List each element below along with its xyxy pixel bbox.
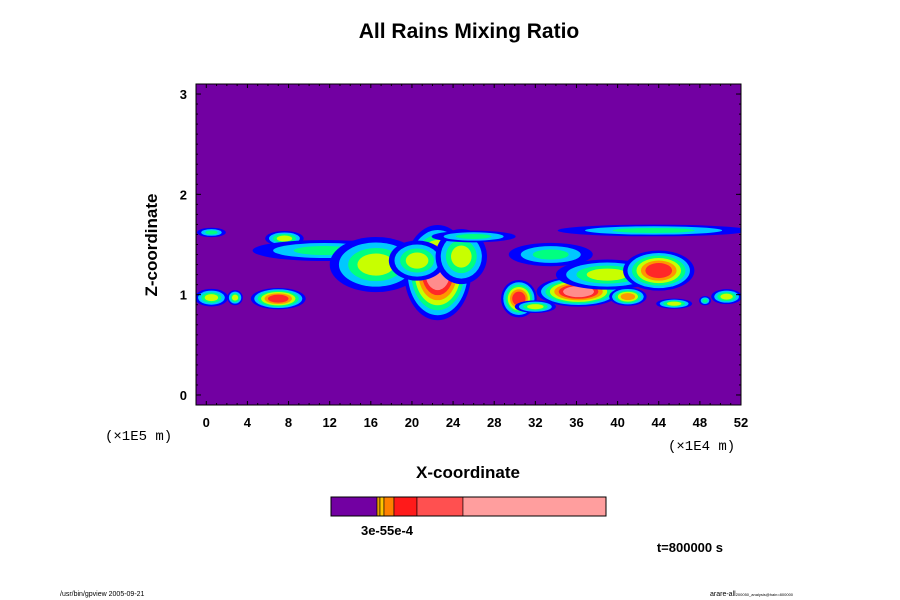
y-tick-label: 2 [180,187,187,202]
x-tick-label: 36 [569,415,583,430]
rain-cell-12-level-3 [527,304,544,310]
rain-cell-14-level-6 [563,286,594,298]
rain-cell-6-level-3 [357,253,395,276]
x-tick-label: 4 [244,415,252,430]
rain-cell-9-level-3 [451,245,472,268]
rain-cell-4-level-3 [276,235,293,242]
rain-cell-1-level-3 [204,294,219,302]
y-axis-label: Z-coordinate [142,194,161,297]
x-tick-label: 48 [693,415,707,430]
x-unit-label: (×1E4 m) [668,439,735,455]
footer-right-sub: 200050_analysis@hain=800000 [736,592,794,597]
rain-cell-17-level-4 [620,293,636,301]
y-tick-label: 3 [180,87,187,102]
colorbar-segment [393,496,418,517]
footer-left: /usr/bin/gpview 2005-09-21 [60,591,145,598]
x-tick-label: 52 [734,415,748,430]
x-tick-label: 44 [652,415,667,430]
rain-cell-21-level-2 [612,227,695,233]
rain-cell-15-level-3 [586,268,628,281]
x-axis: 0 4 8 12 16 20 24 28 32 36 40 44 48 52 [203,84,748,430]
chart-title: All Rains Mixing Ratio [359,20,580,43]
y-unit-label: (×1E5 m) [105,429,172,445]
colorbar-tick-labels: 3e-55e-4 [361,523,414,538]
y-axis: 0 1 2 3 [180,87,741,403]
rain-cell-13-level-2 [532,249,569,260]
x-tick-label: 28 [487,415,501,430]
colorbar-segment [376,496,381,517]
rain-cell-10-level-2 [455,233,492,239]
x-axis-label: X-coordinate [416,463,520,482]
colorbar-segment [462,496,607,517]
y-tick-label: 1 [180,288,187,303]
x-tick-label: 24 [446,415,461,430]
x-tick-label: 40 [610,415,624,430]
colorbar-segment [416,496,464,517]
x-tick-label: 20 [405,415,419,430]
x-tick-label: 32 [528,415,542,430]
x-tick-label: 16 [364,415,378,430]
footer-right-main: arare-all [710,591,736,598]
colorbar-segment [383,496,395,517]
rain-cell-18-level-3 [666,301,682,306]
footer-right: arare-all200050_analysis@hain=800000 [710,591,794,598]
rain-field [196,224,741,321]
rain-cell-3-level-5 [267,294,289,303]
time-label: t=800000 s [657,540,723,555]
rain-cell-19-level-2 [702,298,708,303]
x-tick-label: 8 [285,415,292,430]
y-tick-label: 0 [180,388,187,403]
rain-cell-8-level-3 [405,252,429,269]
rain-cell-16-level-5 [645,263,673,279]
colorbar-frame [330,496,607,517]
rain-cell-0-level-2 [205,230,218,235]
x-tick-label: 0 [203,415,210,430]
colorbar-segment [379,496,385,517]
colorbar [330,496,607,517]
rain-cell-2-level-3 [231,294,239,301]
x-tick-label: 12 [322,415,336,430]
rain-cell-20-level-3 [720,293,733,300]
colorbar-segment [330,496,378,517]
